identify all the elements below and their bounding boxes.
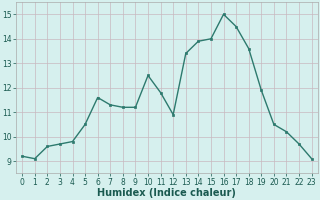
X-axis label: Humidex (Indice chaleur): Humidex (Indice chaleur) <box>98 188 236 198</box>
